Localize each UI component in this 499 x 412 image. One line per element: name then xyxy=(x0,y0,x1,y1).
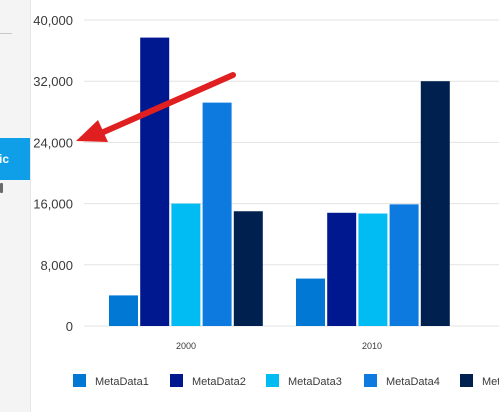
panel-tab-selected[interactable]: ic xyxy=(0,138,30,180)
bar-metadata1-2010[interactable] xyxy=(296,278,325,326)
y-tick-label: 24,000 xyxy=(33,135,73,150)
panel-item-icon xyxy=(0,183,3,193)
y-tick-label: 40,000 xyxy=(33,13,73,28)
arrow-head-icon xyxy=(76,120,108,142)
bar-metadata2-2000[interactable] xyxy=(140,37,170,326)
legend-label[interactable]: MetaData1 xyxy=(95,376,149,388)
side-panel: ic xyxy=(0,0,31,412)
legend-swatch xyxy=(170,374,183,387)
bar-metadata4-2010[interactable] xyxy=(389,204,419,326)
arrow-shaft xyxy=(96,72,236,137)
annotation xyxy=(76,72,236,142)
bar-metadata5-2000[interactable] xyxy=(233,211,263,326)
bar-metadata3-2000[interactable] xyxy=(171,203,201,326)
y-axis-labels: 0 8,000 16,000 24,000 32,000 40,000 xyxy=(33,13,73,334)
bar-metadata1-2000[interactable] xyxy=(109,295,138,326)
x-axis-labels: 200020102020 xyxy=(176,341,382,351)
legend-label[interactable]: MetaData5 xyxy=(482,376,499,388)
legend-label[interactable]: MetaData4 xyxy=(386,376,440,388)
y-tick-label: 0 xyxy=(66,319,73,334)
bar-metadata4-2000[interactable] xyxy=(202,102,232,327)
bar-metadata2-2010[interactable] xyxy=(327,212,357,326)
x-tick-label: 2000 xyxy=(176,341,196,351)
legend-label[interactable]: MetaData2 xyxy=(192,376,246,388)
panel-divider xyxy=(0,33,12,34)
legend-label[interactable]: MetaData3 xyxy=(288,376,342,388)
legend: MetaData1 MetaData2 MetaData3 MetaData4 Meta… xyxy=(73,374,499,388)
y-tick-label: 32,000 xyxy=(33,74,73,89)
legend-swatch xyxy=(73,374,86,387)
legend-swatch xyxy=(364,374,377,387)
bars xyxy=(109,37,450,327)
x-tick-label: 2010 xyxy=(362,341,382,351)
y-tick-label: 16,000 xyxy=(33,197,73,212)
bar-metadata5-2010[interactable] xyxy=(420,81,450,326)
legend-swatch xyxy=(266,374,279,387)
y-tick-label: 8,000 xyxy=(40,258,73,273)
legend-swatch xyxy=(460,374,473,387)
bar-metadata3-2010[interactable] xyxy=(358,213,388,326)
panel-tab-label: ic xyxy=(0,152,9,166)
